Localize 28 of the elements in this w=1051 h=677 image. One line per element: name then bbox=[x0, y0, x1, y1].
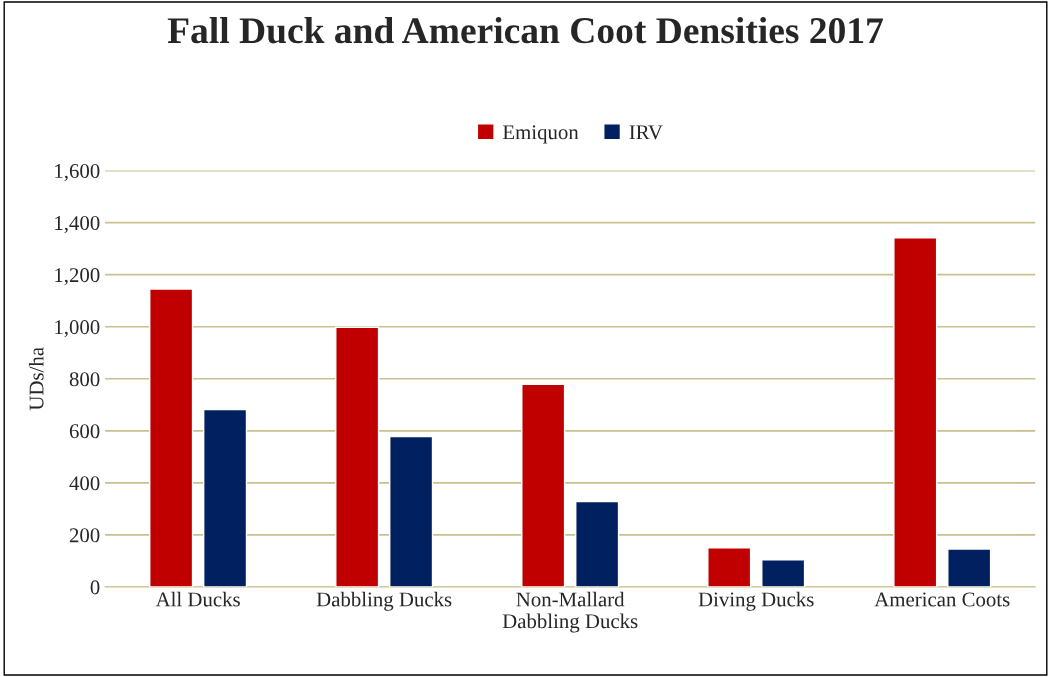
legend-label: Emiquon bbox=[502, 125, 579, 144]
bar bbox=[575, 500, 620, 587]
chart-title: Fall Duck and American Coot Densities 2017 bbox=[167, 16, 883, 44]
y-tick-label: 1,600 bbox=[55, 163, 100, 182]
x-tick-label: All Ducks bbox=[155, 591, 240, 607]
x-tick-label: Non-Mallard Dabbling Ducks bbox=[502, 591, 638, 633]
y-axis-title: UDs/ha bbox=[28, 347, 44, 411]
bar bbox=[389, 435, 434, 587]
bar bbox=[335, 326, 380, 587]
y-tick-label: 800 bbox=[69, 372, 100, 387]
bar bbox=[893, 237, 938, 587]
y-tick-label: 0 bbox=[90, 580, 100, 595]
bar bbox=[707, 547, 752, 587]
bar bbox=[202, 408, 248, 587]
x-tick-label: American Coots bbox=[874, 592, 1010, 607]
y-tick-label: 1,200 bbox=[55, 268, 100, 286]
y-tick-label: 200 bbox=[69, 528, 100, 543]
x-tick-label: Dabbling Ducks bbox=[316, 591, 452, 611]
bar bbox=[761, 559, 806, 587]
y-tick-label: 600 bbox=[69, 424, 100, 439]
bar bbox=[521, 383, 566, 587]
y-tick-label: 1,400 bbox=[55, 216, 100, 234]
y-tick-label: 400 bbox=[69, 476, 100, 491]
bar bbox=[149, 288, 194, 587]
y-tick-label: 1,000 bbox=[55, 320, 100, 338]
bar bbox=[947, 548, 992, 587]
x-tick-label: Diving Ducks bbox=[698, 591, 814, 611]
legend-label: IRV bbox=[629, 125, 663, 140]
